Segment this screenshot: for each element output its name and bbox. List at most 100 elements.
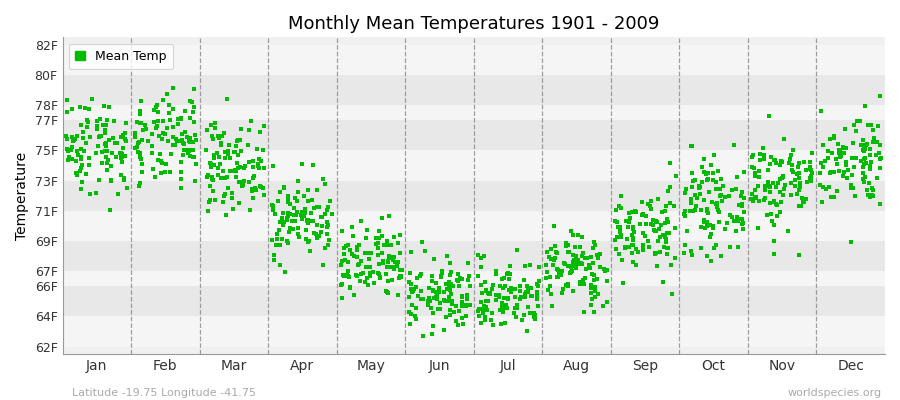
Bar xyxy=(62,45,885,75)
Point xyxy=(835,172,850,179)
Point xyxy=(774,199,788,206)
Point xyxy=(74,156,88,162)
Point xyxy=(131,139,146,146)
Point xyxy=(478,287,492,293)
Point xyxy=(249,186,264,193)
Point xyxy=(815,184,830,190)
Point xyxy=(147,106,161,113)
Point xyxy=(770,202,784,208)
Point xyxy=(699,206,714,212)
Point xyxy=(600,278,615,284)
Point xyxy=(652,226,666,232)
Point xyxy=(566,288,580,295)
Point xyxy=(485,285,500,292)
Point xyxy=(382,255,396,262)
Point xyxy=(864,122,878,128)
Point xyxy=(443,307,457,314)
Point xyxy=(590,252,604,258)
Legend: Mean Temp: Mean Temp xyxy=(68,44,173,69)
Point xyxy=(431,306,446,312)
Point xyxy=(444,268,458,275)
Point xyxy=(347,292,362,299)
Point xyxy=(410,293,425,299)
Point xyxy=(147,119,161,125)
Point xyxy=(74,154,88,161)
Point xyxy=(608,218,622,224)
Point xyxy=(256,185,270,191)
Point xyxy=(496,308,510,315)
Point xyxy=(182,147,196,154)
Point xyxy=(651,196,665,202)
Point xyxy=(207,151,221,158)
Point xyxy=(349,272,364,278)
Point xyxy=(680,228,695,235)
Point xyxy=(570,261,584,267)
Point xyxy=(273,189,287,195)
Point xyxy=(421,294,436,301)
Point xyxy=(304,197,319,204)
Point xyxy=(853,142,868,148)
Point xyxy=(371,240,385,246)
Point xyxy=(384,254,399,261)
Point xyxy=(778,182,792,188)
Point xyxy=(277,184,292,191)
Point xyxy=(185,147,200,153)
Point xyxy=(116,145,130,151)
Point xyxy=(587,277,601,283)
Point xyxy=(451,322,465,329)
Point xyxy=(686,208,700,214)
Point xyxy=(277,269,292,275)
Point xyxy=(336,271,350,278)
Point xyxy=(401,308,416,315)
Point xyxy=(380,242,394,248)
Point xyxy=(359,226,374,233)
Point xyxy=(155,135,169,142)
Point xyxy=(243,118,257,124)
Point xyxy=(641,238,655,245)
Point xyxy=(248,184,262,191)
Point xyxy=(745,191,760,198)
Point xyxy=(271,198,285,204)
Point xyxy=(211,133,225,139)
Point xyxy=(688,177,702,184)
Point xyxy=(98,127,112,133)
Point xyxy=(296,192,310,199)
Point xyxy=(864,192,878,199)
Point xyxy=(350,254,365,260)
Point xyxy=(309,230,323,237)
Point xyxy=(735,221,750,227)
Point xyxy=(762,189,777,196)
Point xyxy=(286,204,301,211)
Point xyxy=(302,218,316,224)
Point xyxy=(804,173,818,179)
Point xyxy=(521,304,535,310)
Point xyxy=(350,273,365,280)
Point xyxy=(212,135,226,141)
Point xyxy=(763,200,778,207)
Point xyxy=(208,120,222,126)
Point xyxy=(219,212,233,218)
Point xyxy=(853,118,868,124)
Point xyxy=(269,231,284,237)
Point xyxy=(805,176,819,182)
Point xyxy=(870,138,885,145)
Point xyxy=(777,186,791,192)
Point xyxy=(445,298,459,304)
Point xyxy=(649,218,663,224)
Point xyxy=(583,265,598,271)
Point xyxy=(660,216,674,222)
Point xyxy=(842,167,856,174)
Point xyxy=(216,199,230,205)
Point xyxy=(114,172,129,178)
Point xyxy=(406,288,420,295)
Point xyxy=(320,242,335,248)
Point xyxy=(580,254,595,261)
Point xyxy=(700,210,715,216)
Point xyxy=(790,191,805,197)
Point xyxy=(220,151,235,158)
Point xyxy=(100,167,114,174)
Point xyxy=(353,278,367,284)
Point xyxy=(711,207,725,213)
Point xyxy=(767,250,781,257)
Point xyxy=(101,157,115,163)
